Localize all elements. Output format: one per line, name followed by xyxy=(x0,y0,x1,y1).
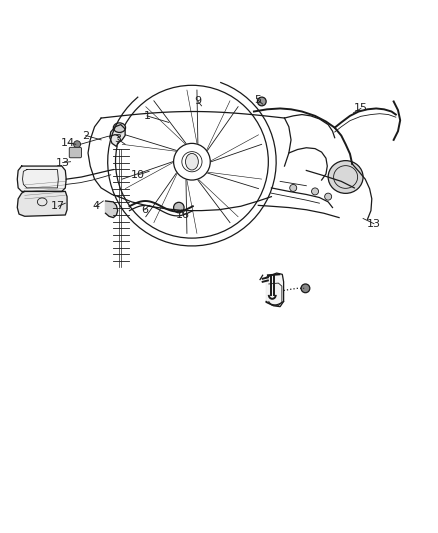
Text: 10: 10 xyxy=(131,170,145,180)
Polygon shape xyxy=(106,201,118,217)
Text: 3: 3 xyxy=(114,134,121,144)
Circle shape xyxy=(301,284,310,293)
Text: 13: 13 xyxy=(56,158,70,167)
Ellipse shape xyxy=(186,154,198,170)
Text: 13: 13 xyxy=(367,219,381,229)
Ellipse shape xyxy=(113,123,126,133)
Ellipse shape xyxy=(328,160,363,193)
Circle shape xyxy=(311,188,318,195)
Text: 4: 4 xyxy=(92,201,99,211)
Polygon shape xyxy=(17,191,67,216)
Text: 15: 15 xyxy=(354,103,368,114)
Circle shape xyxy=(74,141,81,148)
Circle shape xyxy=(258,97,266,106)
Text: 16: 16 xyxy=(176,210,190,220)
Text: 17: 17 xyxy=(51,201,65,211)
Polygon shape xyxy=(110,125,125,147)
Circle shape xyxy=(173,203,184,213)
Polygon shape xyxy=(17,166,66,191)
Text: 1: 1 xyxy=(144,111,151,121)
Circle shape xyxy=(290,184,297,191)
Text: 14: 14 xyxy=(61,138,75,148)
Text: 6: 6 xyxy=(141,205,148,215)
FancyBboxPatch shape xyxy=(69,147,81,158)
Circle shape xyxy=(325,193,332,200)
Text: 9: 9 xyxy=(194,96,201,107)
Text: 2: 2 xyxy=(82,131,89,141)
Polygon shape xyxy=(266,273,284,306)
Text: 5: 5 xyxy=(254,95,261,104)
